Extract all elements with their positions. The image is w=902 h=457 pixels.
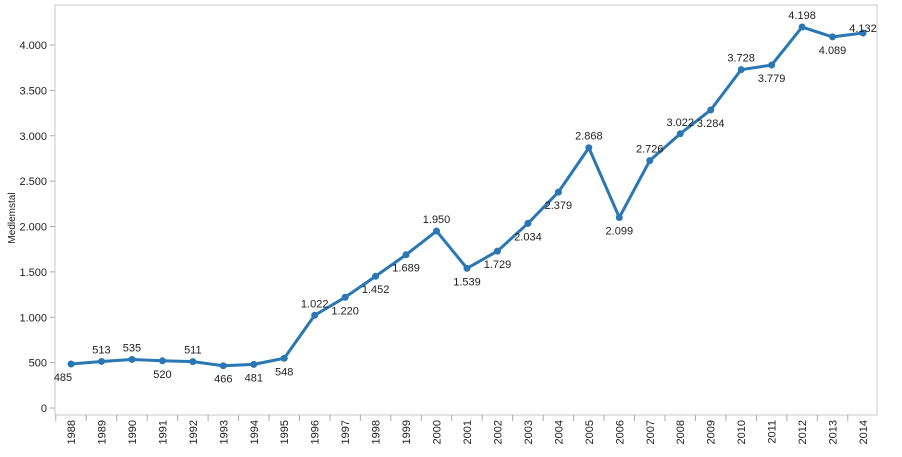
y-tick-label: 1.500 <box>19 267 47 279</box>
data-point <box>768 61 776 69</box>
x-tick-label: 1996 <box>310 420 322 444</box>
data-label: 1.689 <box>392 263 420 275</box>
x-tick-label: 2010 <box>736 420 748 444</box>
data-label: 4.198 <box>788 10 816 22</box>
data-point <box>158 357 166 365</box>
data-label: 2.034 <box>514 231 542 243</box>
data-label: 4.132 <box>849 23 877 35</box>
data-point <box>280 354 288 362</box>
data-label: 4.089 <box>819 45 847 57</box>
y-axis: 0 500 1.000 1.500 2.000 2.500 3.000 3.500 4.000 <box>19 40 55 415</box>
x-tick-label: 2005 <box>584 420 596 444</box>
y-tick-label: 3.500 <box>19 85 47 97</box>
x-tick-label: 1991 <box>157 420 169 444</box>
series-path <box>70 25 864 368</box>
data-label: 3.284 <box>697 118 725 130</box>
data-point <box>372 272 380 280</box>
data-point <box>341 293 349 301</box>
plot-frame <box>54 4 878 416</box>
x-tick-label: 1988 <box>66 420 78 444</box>
data-point <box>829 33 837 41</box>
data-point <box>707 106 715 114</box>
x-tick-label: 1994 <box>249 420 261 444</box>
data-point <box>737 66 745 74</box>
x-tick-label: 2000 <box>432 420 444 444</box>
x-axis: 1988 1989 1990 1991 1992 1993 1994 1995 1996 1997… <box>55 415 870 444</box>
y-tick-label: 2.500 <box>19 176 47 188</box>
data-point <box>67 360 75 368</box>
y-tick-label: 3.000 <box>19 131 47 143</box>
data-label: 3.728 <box>727 53 755 65</box>
x-tick-label: 2014 <box>858 420 870 444</box>
y-tick-label: 500 <box>29 358 47 370</box>
data-point <box>646 157 654 165</box>
x-tick-label: 1992 <box>188 420 200 444</box>
x-tick-label: 2012 <box>797 420 809 444</box>
data-point <box>524 219 532 227</box>
data-point <box>554 188 562 196</box>
x-tick-label: 2006 <box>614 420 626 444</box>
data-point <box>676 130 684 138</box>
x-tick-label: 1993 <box>218 420 230 444</box>
x-tick-label: 1990 <box>127 420 139 444</box>
x-tick-label: 2008 <box>675 420 687 444</box>
data-label: 3.779 <box>758 73 786 85</box>
data-label: 466 <box>214 374 232 386</box>
data-label: 2.099 <box>606 226 634 238</box>
data-point <box>493 247 501 255</box>
y-tick-label: 2.000 <box>19 222 47 234</box>
data-label: 511 <box>184 345 202 357</box>
series-line <box>67 23 867 370</box>
data-point <box>463 264 471 272</box>
y-tick-label: 4.000 <box>19 40 47 52</box>
data-point <box>402 251 410 259</box>
data-label: 1.452 <box>362 284 390 296</box>
data-point <box>189 358 197 366</box>
data-label: 1.220 <box>331 305 359 317</box>
data-label: 520 <box>153 369 171 381</box>
data-label: 481 <box>245 372 263 384</box>
data-label: 3.022 <box>666 117 694 129</box>
data-point <box>219 362 227 370</box>
data-label: 513 <box>92 344 110 356</box>
data-label: 548 <box>275 366 293 378</box>
data-point <box>585 144 593 152</box>
y-axis-label: Medlemstal <box>7 192 18 243</box>
data-label: 1.539 <box>453 276 481 288</box>
data-point <box>859 29 867 37</box>
x-tick-label: 1997 <box>340 420 352 444</box>
x-tick-label: 2001 <box>462 420 474 444</box>
data-point <box>798 23 806 31</box>
data-label: 2.726 <box>636 144 664 156</box>
data-label: 2.379 <box>545 200 573 212</box>
data-label: 1.950 <box>423 214 451 226</box>
x-tick-label: 1999 <box>401 420 413 444</box>
data-point <box>250 360 258 368</box>
data-label: 1.022 <box>301 298 329 310</box>
data-point <box>128 355 136 363</box>
data-point <box>615 214 623 222</box>
data-label: 535 <box>123 342 141 354</box>
data-point <box>311 311 319 319</box>
x-tick-label: 2002 <box>492 420 504 444</box>
data-label: 485 <box>54 372 72 384</box>
data-label: 2.868 <box>575 131 603 143</box>
x-tick-label: 1998 <box>371 420 383 444</box>
x-tick-label: 2009 <box>706 420 718 444</box>
x-tick-label: 1995 <box>279 420 291 444</box>
y-tick-label: 0 <box>41 403 47 415</box>
data-label: 1.729 <box>484 259 512 271</box>
x-tick-label: 2011 <box>767 420 779 444</box>
data-point <box>433 227 441 235</box>
x-tick-label: 2004 <box>553 420 565 444</box>
x-tick-label: 2003 <box>523 420 535 444</box>
x-tick-label: 1989 <box>96 420 108 444</box>
data-point <box>97 357 105 365</box>
x-tick-label: 2007 <box>645 420 657 444</box>
x-tick-label: 2013 <box>828 420 840 444</box>
y-tick-label: 1.000 <box>19 312 47 324</box>
